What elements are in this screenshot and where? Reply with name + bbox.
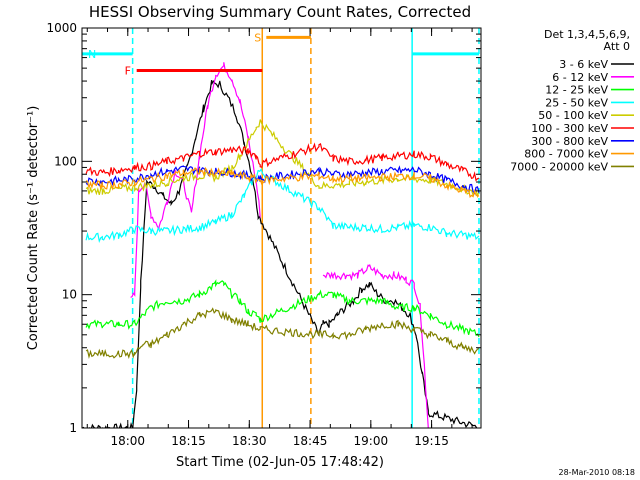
x-tick-label-2: 18:30 bbox=[232, 434, 267, 448]
legend-label-7: 800 - 7000 keV bbox=[524, 148, 608, 161]
series-line-6 bbox=[85, 165, 480, 195]
legend-label-8: 7000 - 20000 keV bbox=[510, 160, 608, 173]
x-tick-label-4: 19:00 bbox=[354, 434, 389, 448]
legend-header-line-2: Att 0 bbox=[604, 40, 630, 53]
series-line-7 bbox=[85, 166, 480, 198]
legend-label-3: 25 - 50 keV bbox=[545, 96, 608, 109]
chart-title: HESSI Observing Summary Count Rates, Cor… bbox=[89, 3, 471, 21]
series-line-2 bbox=[85, 279, 480, 338]
timestamp: 28-Mar-2010 08:18 bbox=[559, 468, 636, 477]
y-tick-label-1: 10 bbox=[62, 288, 77, 302]
y-axis-ticks: 1 10 100 1000 bbox=[46, 21, 481, 435]
series-line-0 bbox=[82, 79, 478, 428]
marker-label-1: F bbox=[125, 65, 131, 78]
x-axis-label: Start Time (02-Jun-05 17:48:42) bbox=[176, 455, 384, 470]
x-tick-label-1: 18:15 bbox=[171, 434, 206, 448]
plot-frame bbox=[81, 27, 482, 429]
x-axis-ticks: 18:00 18:15 18:30 18:45 19:00 19:15 bbox=[86, 28, 473, 448]
y-axis-label: Corrected Count Rate (s⁻¹ detector⁻¹) bbox=[26, 106, 41, 351]
y-tick-label-0: 1 bbox=[69, 421, 77, 435]
series-line-4 bbox=[85, 119, 480, 199]
series-line-8 bbox=[85, 307, 480, 360]
y-tick-label-3: 1000 bbox=[46, 21, 77, 35]
marker-label-0: N bbox=[88, 48, 96, 61]
x-tick-label-5: 19:15 bbox=[414, 434, 449, 448]
legend-label-4: 50 - 100 keV bbox=[538, 109, 608, 122]
series-line-5 bbox=[85, 142, 480, 182]
series-line-1 bbox=[130, 62, 429, 428]
legend-label-2: 12 - 25 keV bbox=[545, 84, 608, 97]
legend-header-line-1: Det 1,3,4,5,6,9, bbox=[544, 28, 630, 41]
plot-area: N F S bbox=[82, 28, 480, 428]
legend-label-0: 3 - 6 keV bbox=[559, 58, 608, 71]
legend-label-5: 100 - 300 keV bbox=[531, 122, 608, 135]
x-tick-label-3: 18:45 bbox=[293, 434, 328, 448]
y-tick-label-2: 100 bbox=[54, 154, 77, 168]
series-line-3 bbox=[85, 168, 480, 244]
x-tick-label-0: 18:00 bbox=[110, 434, 145, 448]
legend-label-1: 6 - 12 keV bbox=[552, 71, 608, 84]
legend-label-6: 300 - 800 keV bbox=[531, 135, 608, 148]
marker-label-2: S bbox=[254, 31, 261, 44]
